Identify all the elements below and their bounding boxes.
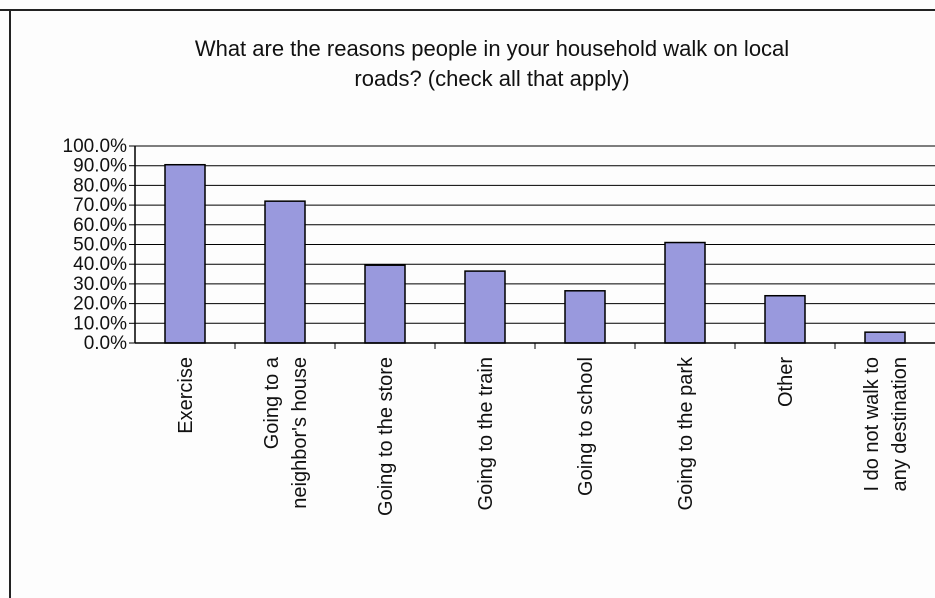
y-tick-label: 70.0% [73,195,127,216]
category-label-line: I do not walk to [861,357,883,492]
bar [764,294,806,344]
category-label-line: Going to the park [675,356,697,510]
y-tick-label: 60.0% [73,215,127,236]
category-label: Exercise [175,357,197,434]
category-label-line: Other [775,357,797,407]
category-label-line: neighbor's house [289,357,311,509]
axes [129,145,935,349]
bar [364,264,406,344]
gridlines [135,145,935,344]
category-label: Going to a neighbor's house [261,356,311,509]
y-tick-label: 10.0% [73,313,127,334]
y-tick-label: 100.0% [63,136,128,157]
category-label-line: Exercise [175,357,197,434]
category-label-line: Going to school [575,357,597,496]
bar [464,270,506,344]
y-tick-label: 80.0% [73,175,127,196]
y-tick-label: 90.0% [73,156,127,177]
bar [564,290,606,344]
bar [164,163,206,344]
bar [264,200,306,344]
bars [164,163,906,344]
category-label: Going to the store [375,357,397,516]
y-tick-label: 30.0% [73,274,127,295]
category-label: Other [775,357,797,407]
chart-title-line-1: What are the reasons people in your hous… [195,36,789,61]
category-label-line: Going to the train [475,357,497,510]
category-label: Going to the train [475,357,497,510]
y-tick-labels: 0.0%10.0%20.0%30.0%40.0%50.0%60.0%70.0%8… [63,136,128,354]
chart-title-line-2: roads? (check all that apply) [354,66,629,91]
category-labels: Exercise Going to a neighbor's house Going … [175,356,911,516]
category-label-line: Going to a [261,356,283,449]
y-tick-label: 50.0% [73,235,127,256]
category-label-line: Going to the store [375,357,397,516]
y-tick-label: 20.0% [73,294,127,315]
y-tick-label: 40.0% [73,254,127,275]
bar [864,331,906,344]
category-label: Going to school [575,357,597,496]
y-tick-label: 0.0% [84,333,127,354]
category-label: Going to the park [675,356,697,510]
category-label: I do not walk to any destination [861,357,911,492]
bar [664,241,706,344]
category-label-line: any destination [889,357,911,492]
